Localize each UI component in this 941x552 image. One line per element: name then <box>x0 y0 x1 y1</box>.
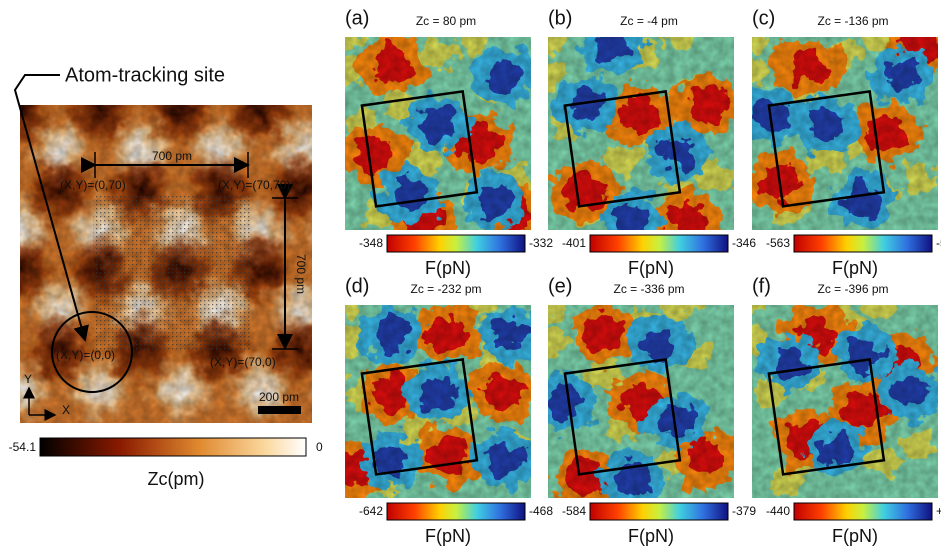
height-label: 700 pm <box>294 254 308 294</box>
corner-label: (X,Y)=(70,0) <box>210 355 276 369</box>
colorbar-max: -379 <box>732 504 756 518</box>
tracking-grid <box>93 196 251 351</box>
panel-title: Zc = 80 pm <box>416 14 476 28</box>
colorbar-label: F(pN) <box>832 526 878 546</box>
colorbar <box>386 502 526 521</box>
panel-title: Zc = -136 pm <box>817 14 888 28</box>
topography-image <box>20 105 312 423</box>
site-circle <box>51 311 133 393</box>
force-map <box>752 305 938 498</box>
colorbar-max: -346 <box>732 236 756 250</box>
panel-label: (f) <box>752 275 771 297</box>
force-map <box>548 305 734 498</box>
tracking-square <box>360 89 479 208</box>
panel-title: Zc = -232 pm <box>410 282 481 296</box>
colorbar <box>589 502 729 521</box>
axis-x: X <box>62 403 70 417</box>
colorbar-min: -401 <box>562 236 586 250</box>
colorbar-max: -332 <box>529 236 553 250</box>
force-map <box>548 37 734 230</box>
tracking-square <box>563 357 682 476</box>
colorbar-label: F(pN) <box>832 258 878 278</box>
colorbar <box>589 234 729 253</box>
colorbar <box>39 437 307 457</box>
panel-title: Zc = -4 pm <box>620 14 678 28</box>
panel-label: (e) <box>548 275 572 297</box>
colorbar-min: -54.1 <box>9 440 37 454</box>
colorbar-label: F(pN) <box>628 526 674 546</box>
corner-label: (X,Y)=(0,70) <box>60 178 126 192</box>
colorbar-label: F(pN) <box>425 258 471 278</box>
corner-label: (X,Y)=(70,70) <box>218 178 290 192</box>
panel-label: (d) <box>345 275 369 297</box>
colorbar-max: 0 <box>316 440 323 454</box>
colorbar-max: +37 <box>936 504 941 518</box>
panel-title: Zc = -396 pm <box>817 282 888 296</box>
colorbar-max: -509 <box>936 236 941 250</box>
annotation: Atom-tracking site <box>65 64 225 86</box>
colorbar <box>386 234 526 253</box>
tracking-square <box>767 89 886 208</box>
colorbar-min: -584 <box>562 504 586 518</box>
axis-y: Y <box>24 372 32 386</box>
panel-label: (a) <box>345 7 369 29</box>
colorbar-min: -563 <box>766 236 790 250</box>
panel-title: Zc = -336 pm <box>613 282 684 296</box>
panel-label: (c) <box>752 7 775 29</box>
scale-bar <box>258 406 301 414</box>
colorbar-min: -642 <box>359 504 383 518</box>
width-label: 700 pm <box>152 149 192 163</box>
tracking-square <box>767 357 886 476</box>
colorbar-min: -348 <box>359 236 383 250</box>
tracking-square <box>563 89 682 208</box>
colorbar <box>793 502 933 521</box>
force-map <box>345 37 531 230</box>
colorbar-label: Zc(pm) <box>148 469 205 489</box>
colorbar-label: F(pN) <box>628 258 674 278</box>
colorbar-min: -440 <box>766 504 790 518</box>
colorbar <box>793 234 933 253</box>
colorbar-max: -468 <box>529 504 553 518</box>
colorbar-label: F(pN) <box>425 526 471 546</box>
tracking-square <box>360 357 479 476</box>
scale-bar-label: 200 pm <box>259 390 299 404</box>
force-map <box>345 305 531 498</box>
annotation-arrow <box>13 74 89 342</box>
panel-label: (b) <box>548 7 572 29</box>
corner-label: (X,Y)=(0,0) <box>56 348 115 362</box>
